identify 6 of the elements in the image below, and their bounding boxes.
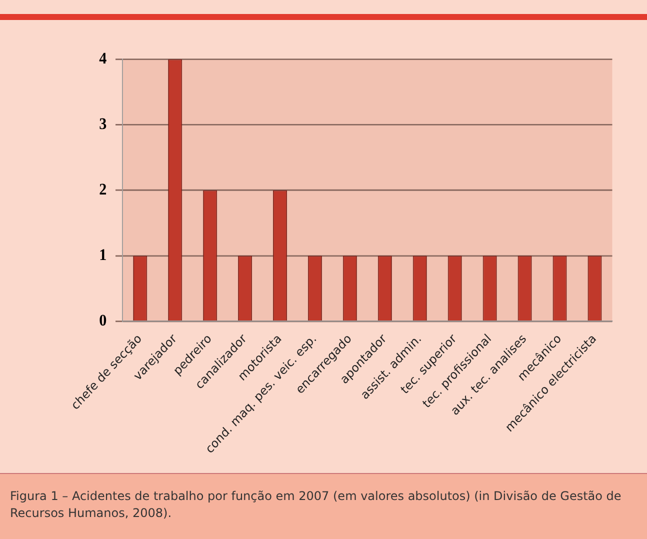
y-tick-label: 2 [99,181,107,199]
y-tick-label: 1 [99,246,107,264]
text: Figura 1 – Acidentes de trabalho por função em 2007 (em valores absolutos) (in Divisão de Gestão de Recursos Humanos, 2008). [9,488,622,522]
y-tick-label: 0 [99,312,107,330]
y-tick-label: 3 [99,116,107,134]
y-tick-label: 4 [99,50,107,68]
